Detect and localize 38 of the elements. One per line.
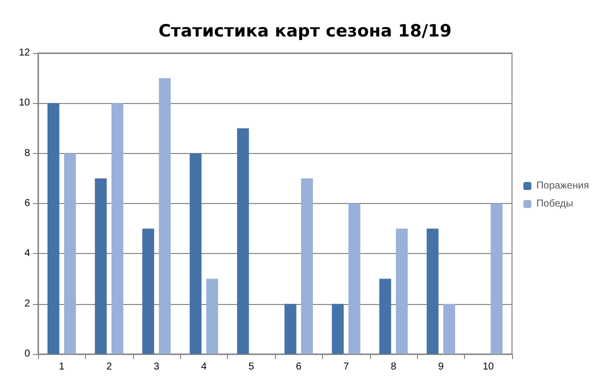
x-tick-label: 4: [201, 362, 208, 372]
y-tick-label: 6: [24, 198, 30, 209]
x-tick-label: 9: [438, 362, 444, 372]
bar: [206, 278, 218, 354]
y-tick-label: 8: [24, 148, 30, 159]
bar: [348, 204, 360, 354]
bar: [94, 178, 107, 354]
chart-title: Статистика карт сезона 18/19: [158, 22, 452, 42]
y-tick-label: 12: [18, 48, 30, 58]
bar: [64, 153, 76, 354]
y-tick-label: 0: [24, 348, 30, 360]
y-tick-label: 4: [24, 248, 30, 260]
x-tick-label: 2: [106, 362, 112, 372]
bar: [426, 228, 439, 354]
x-tick-label: 3: [154, 362, 160, 372]
y-tick-label: 10: [18, 98, 30, 109]
bar: [443, 304, 456, 354]
bar: [284, 304, 296, 354]
bar: [190, 153, 202, 354]
bar: [142, 228, 154, 354]
x-tick-label: 1: [58, 362, 65, 372]
bar: [396, 228, 408, 354]
x-tick-label: 8: [390, 362, 397, 372]
legend-label: Победы: [536, 198, 574, 210]
bar: [237, 128, 249, 354]
bar: [332, 304, 344, 354]
bar: [379, 278, 392, 354]
bar: [158, 78, 171, 354]
legend-label: Поражения: [536, 180, 590, 192]
y-tick-label: 2: [24, 298, 30, 310]
x-tick-label: 6: [296, 362, 302, 372]
x-tick-label: 5: [248, 362, 255, 372]
bar: [301, 178, 313, 354]
bar: [111, 103, 124, 354]
bar: [47, 103, 60, 354]
x-tick-label: 10: [482, 362, 494, 372]
x-tick-label: 7: [343, 362, 350, 372]
bar: [490, 204, 503, 354]
